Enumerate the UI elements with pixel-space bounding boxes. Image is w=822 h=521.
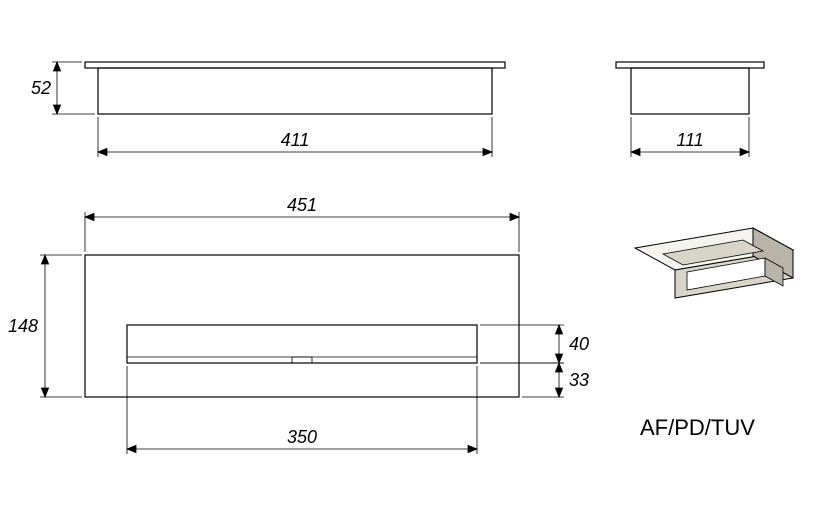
model-label: AF/PD/TUV <box>640 415 755 440</box>
dim-411: 411 <box>281 130 310 150</box>
top-view: 451 148 350 40 33 <box>8 195 589 454</box>
front-view: 411 52 <box>31 62 505 157</box>
dim-40: 40 <box>569 334 589 354</box>
technical-drawing: 411 52 111 451 <box>0 0 822 521</box>
dim-111: 111 <box>676 130 703 150</box>
isometric-view <box>635 228 793 298</box>
dim-148: 148 <box>8 316 38 336</box>
side-view: 111 <box>616 62 764 157</box>
dim-350: 350 <box>287 427 317 447</box>
dim-451: 451 <box>287 195 317 215</box>
dim-33: 33 <box>569 370 589 390</box>
dim-52: 52 <box>31 78 51 98</box>
